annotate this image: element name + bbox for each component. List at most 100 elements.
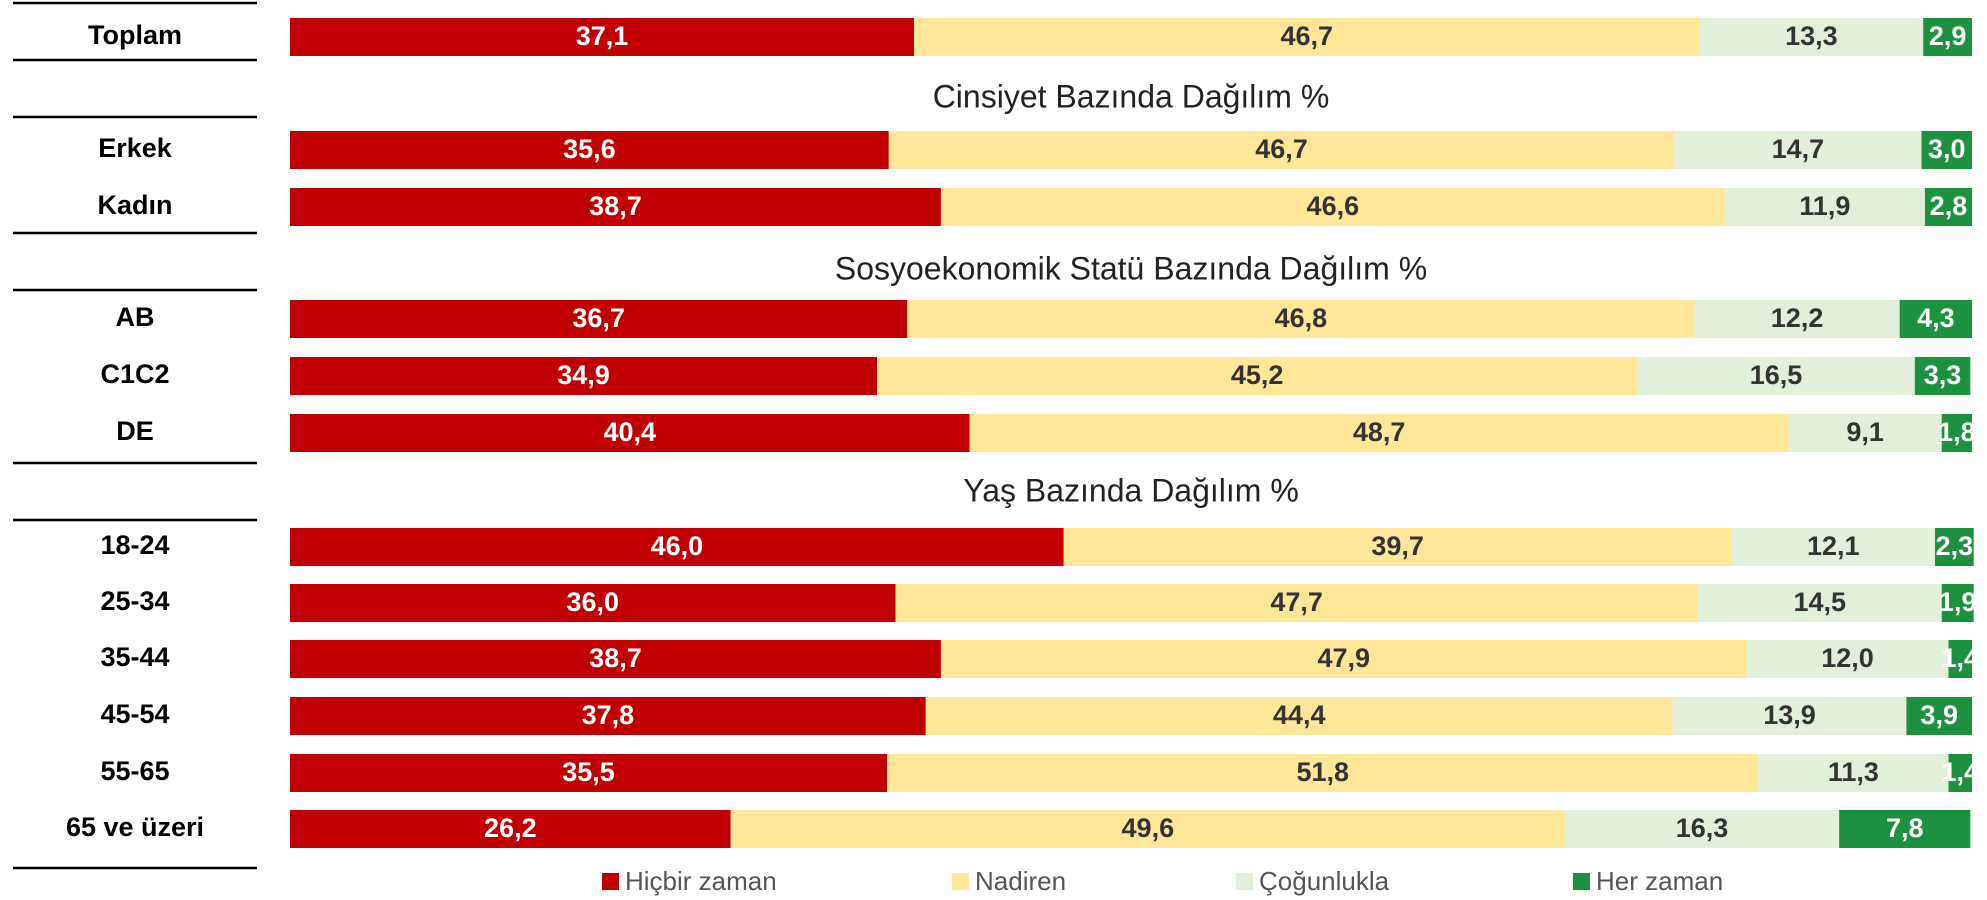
data-label: 37,1 [576,21,629,51]
bar-segment [925,697,1673,735]
data-label: 49,6 [1122,813,1175,843]
bar-segment [907,300,1695,338]
legend-swatch [1573,873,1590,890]
data-label: 26,2 [484,813,537,843]
bar-segment [290,754,888,792]
data-label: 14,7 [1772,134,1825,164]
bar-segment [290,640,941,678]
bar-segment [290,18,915,56]
data-label: 46,7 [1280,21,1333,51]
bar-segment [1699,18,1924,56]
data-label: 16,5 [1750,360,1803,390]
bar-segment [1914,357,1971,395]
data-label: 13,3 [1785,21,1838,51]
bar-segment [1788,414,1942,452]
data-label: 38,7 [589,191,642,221]
category-label: 35-44 [100,642,169,672]
category-label: 45-54 [100,699,169,729]
data-label: 1,4 [1941,757,1979,787]
data-label: 3,9 [1920,700,1958,730]
bar-segment [730,810,1565,848]
bar-segment [877,357,1638,395]
data-label: 1,4 [1941,643,1979,673]
legend-label: Nadiren [975,866,1066,896]
bar-segment [1758,754,1949,792]
data-label: 14,5 [1793,587,1846,617]
bar-segment [1921,131,1972,169]
bar-segment [1564,810,1840,848]
legend-swatch [602,873,619,890]
data-label: 45,2 [1231,360,1284,390]
data-label: 3,0 [1928,134,1966,164]
bar-segment [290,528,1064,566]
category-label: C1C2 [100,359,169,389]
bar-segment [895,584,1698,622]
data-label: 51,8 [1296,757,1349,787]
data-label: 36,0 [566,587,619,617]
legend-label: Her zaman [1596,866,1723,896]
category-label: Kadın [97,190,172,220]
data-label: 16,3 [1676,813,1729,843]
data-label: 38,7 [589,643,642,673]
category-label: Toplam [88,20,182,50]
category-label: DE [116,416,154,446]
data-label: 11,9 [1799,191,1850,221]
bar-segment [290,300,908,338]
bar-segment [1948,754,1972,792]
bar-segment [1934,528,1974,566]
legend-swatch [952,873,969,890]
category-label: 25-34 [100,586,169,616]
category-label: 55-65 [100,756,169,786]
bar-segment [1941,584,1974,622]
data-label: 2,9 [1929,21,1967,51]
data-label: 4,3 [1917,303,1955,333]
category-label: 18-24 [100,530,169,560]
bar-segment [1923,18,1972,56]
category-label: 65 ve üzeri [66,812,204,842]
data-label: 40,4 [603,417,656,447]
legend-label: Çoğunlukla [1259,866,1390,896]
category-label: Erkek [98,133,173,163]
data-label: 1,9 [1939,587,1977,617]
bar-segment [1924,188,1972,226]
bar-segment [290,414,970,452]
data-label: 46,0 [651,531,704,561]
bar-segment [1731,528,1935,566]
bar-segment [887,754,1759,792]
data-label: 2,3 [1936,531,1974,561]
bar-segment [1672,697,1907,735]
bar-segment [1941,414,1972,452]
data-label: 34,9 [557,360,610,390]
data-label: 1,8 [1938,417,1976,447]
bar-segment [1063,528,1732,566]
bar-segment [290,584,896,622]
data-label: 12,2 [1771,303,1824,333]
label-rules [13,1,257,870]
section-title: Sosyoekonomik Statü Bazında Dağılım % [835,250,1427,286]
data-label: 35,5 [562,757,615,787]
data-label: 37,8 [582,700,635,730]
data-label: 46,7 [1255,134,1308,164]
data-label: 35,6 [563,134,616,164]
data-label: 44,4 [1273,700,1326,730]
section-title: Cinsiyet Bazında Dağılım % [933,78,1330,114]
section-title: Yaş Bazında Dağılım % [963,472,1299,508]
bar-segment [1899,300,1972,338]
data-label: 12,1 [1807,531,1860,561]
data-label: 46,6 [1307,191,1360,221]
bar-segment [969,414,1789,452]
bar-segment [290,810,731,848]
bar-segment [914,18,1700,56]
data-label: 3,3 [1924,360,1962,390]
data-label: 11,3 [1828,757,1879,787]
bar-segment [888,131,1675,169]
bar-segment [1724,188,1925,226]
bar-segment [1839,810,1971,848]
bar-segment [1906,697,1972,735]
data-label: 36,7 [572,303,625,333]
data-label: 7,8 [1886,813,1924,843]
data-label: 39,7 [1371,531,1424,561]
bar-segment [1637,357,1915,395]
bar-segment [940,640,1747,678]
